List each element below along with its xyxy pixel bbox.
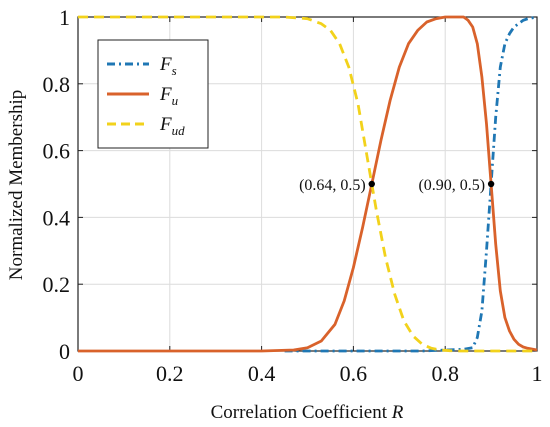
annotation-point: [487, 180, 495, 188]
axis-ticks: 0 0.2 0.4 0.6 0.8 1 0 0.2 0.4 0.6 0.8 1: [43, 5, 543, 386]
y-tick-label: 0: [59, 339, 70, 364]
x-tick-label: 0.8: [431, 361, 459, 386]
y-tick-label: 0.4: [43, 205, 71, 230]
y-tick-label: 1: [59, 5, 70, 30]
y-axis-label: Normalized Membership: [6, 90, 27, 280]
x-tick-label: 0: [73, 361, 84, 386]
series-line-fud: [78, 15, 537, 353]
x-axis-label: Correlation Coefficient R: [211, 402, 404, 423]
annotation-label: (0.90, 0.5): [418, 177, 485, 194]
annotation-point: [368, 180, 375, 188]
x-tick-label: 0.6: [340, 361, 368, 386]
x-tick-label: 0.4: [248, 361, 276, 386]
legend: Fs Fu Fud: [97, 39, 209, 149]
legend-label-fud: Fud: [159, 114, 185, 138]
legend-label-fu: Fu: [159, 84, 179, 108]
x-tick-label: 1: [532, 361, 543, 386]
x-tick-label: 0.2: [156, 361, 184, 386]
y-tick-label: 0.2: [43, 272, 71, 297]
annotations: (0.64, 0.5) (0.90, 0.5): [299, 177, 495, 194]
annotation-label: (0.64, 0.5): [299, 177, 366, 194]
legend-label-fs: Fs: [159, 54, 177, 78]
series-line-fu: [78, 15, 538, 353]
y-tick-label: 0.8: [43, 72, 71, 97]
series-lines: [78, 15, 538, 353]
y-tick-label: 0.6: [43, 139, 71, 164]
